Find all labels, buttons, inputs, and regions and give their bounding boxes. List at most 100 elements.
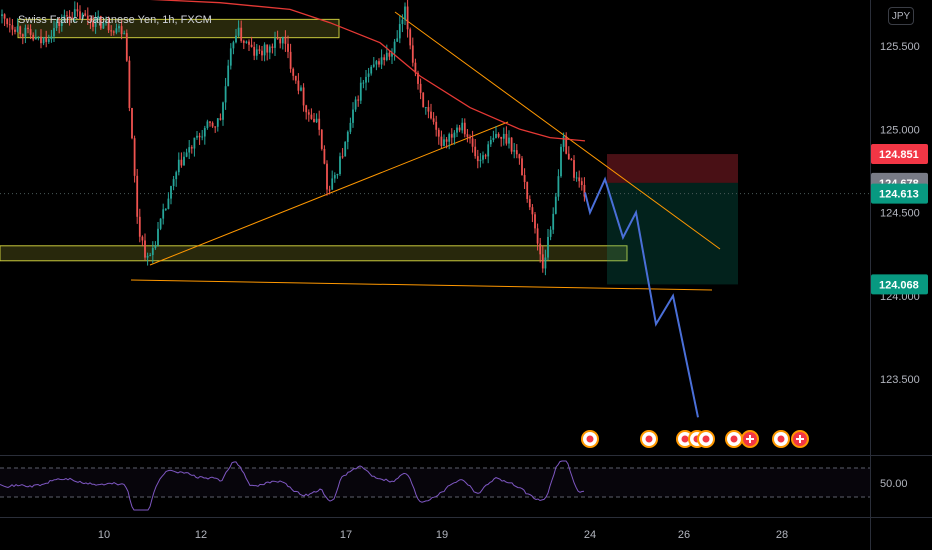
candle-body[interactable] — [177, 159, 180, 173]
candle-body[interactable] — [250, 44, 253, 47]
currency-button[interactable]: JPY — [888, 7, 914, 25]
event-marker[interactable] — [791, 430, 809, 448]
candle-body[interactable] — [167, 198, 170, 209]
candle-body[interactable] — [437, 129, 440, 137]
event-marker[interactable] — [640, 430, 658, 448]
candle-body[interactable] — [411, 45, 414, 63]
candle-body[interactable] — [45, 36, 48, 42]
candle-body[interactable] — [281, 36, 284, 44]
candle-body[interactable] — [214, 126, 217, 128]
candle-body[interactable] — [107, 21, 110, 31]
candle-body[interactable] — [375, 61, 378, 65]
candle-body[interactable] — [534, 214, 536, 229]
candle-body[interactable] — [125, 33, 128, 61]
candle-body[interactable] — [315, 118, 318, 123]
candle-body[interactable] — [385, 52, 388, 61]
candle-body[interactable] — [63, 15, 66, 22]
candle-body[interactable] — [274, 38, 276, 48]
candle-body[interactable] — [521, 158, 523, 176]
candle-body[interactable] — [118, 26, 120, 29]
candle-body[interactable] — [341, 156, 344, 158]
candle-body[interactable] — [1, 14, 3, 17]
candle-body[interactable] — [430, 111, 432, 119]
candle-body[interactable] — [66, 15, 68, 17]
candle-body[interactable] — [552, 213, 555, 230]
candle-body[interactable] — [562, 136, 565, 147]
candle-body[interactable] — [11, 25, 14, 30]
candle-body[interactable] — [346, 131, 349, 142]
candle-body[interactable] — [419, 83, 422, 93]
candle-body[interactable] — [479, 159, 482, 162]
candle-body[interactable] — [378, 61, 380, 65]
event-marker[interactable] — [725, 430, 743, 448]
candle-body[interactable] — [232, 42, 235, 49]
candle-body[interactable] — [388, 52, 391, 57]
candle-body[interactable] — [105, 21, 107, 24]
candle-body[interactable] — [271, 46, 274, 48]
candle-body[interactable] — [422, 92, 425, 108]
candle-body[interactable] — [216, 118, 219, 127]
candle-body[interactable] — [458, 127, 461, 131]
candle-body[interactable] — [380, 57, 383, 65]
candle-body[interactable] — [258, 49, 261, 51]
candle-body[interactable] — [435, 121, 438, 130]
candle-body[interactable] — [560, 146, 562, 177]
candle-body[interactable] — [76, 9, 79, 12]
candle-body[interactable] — [157, 228, 159, 246]
candle-body[interactable] — [170, 186, 172, 199]
candle-body[interactable] — [206, 121, 209, 129]
candle-body[interactable] — [141, 236, 144, 241]
candle-body[interactable] — [339, 156, 341, 175]
candle-body[interactable] — [401, 19, 404, 25]
candle-body[interactable] — [320, 129, 323, 149]
candle-body[interactable] — [16, 26, 19, 32]
candle-body[interactable] — [573, 160, 575, 178]
candle-body[interactable] — [474, 146, 477, 157]
candle-body[interactable] — [466, 134, 469, 137]
candle-body[interactable] — [240, 27, 243, 41]
candle-body[interactable] — [183, 156, 185, 166]
candle-body[interactable] — [367, 73, 370, 77]
candle-body[interactable] — [112, 31, 115, 33]
candle-body[interactable] — [279, 38, 282, 44]
candle-body[interactable] — [508, 137, 510, 144]
candle-body[interactable] — [144, 240, 146, 258]
candle-body[interactable] — [294, 75, 297, 81]
candle-body[interactable] — [492, 137, 495, 140]
candle-body[interactable] — [193, 137, 196, 149]
candle-body[interactable] — [50, 36, 53, 40]
candle-body[interactable] — [222, 102, 224, 120]
candle-body[interactable] — [544, 257, 547, 269]
candle-body[interactable] — [406, 6, 409, 30]
candle-body[interactable] — [357, 99, 360, 101]
candle-body[interactable] — [19, 26, 22, 35]
candle-body[interactable] — [526, 182, 529, 200]
candle-body[interactable] — [27, 27, 29, 30]
candle-body[interactable] — [518, 154, 521, 159]
candle-body[interactable] — [354, 99, 357, 110]
candle-body[interactable] — [29, 29, 32, 35]
candle-body[interactable] — [456, 127, 458, 133]
candle-body[interactable] — [136, 175, 139, 217]
candle-body[interactable] — [289, 51, 292, 69]
candle-body[interactable] — [570, 159, 573, 161]
candle-body[interactable] — [235, 35, 237, 43]
candle-body[interactable] — [190, 147, 193, 149]
candle-body[interactable] — [253, 46, 256, 56]
candle-body[interactable] — [497, 133, 500, 137]
candle-body[interactable] — [487, 144, 490, 157]
candle-body[interactable] — [463, 122, 466, 135]
candle-body[interactable] — [138, 216, 141, 237]
candle-body[interactable] — [482, 155, 484, 160]
candle-body[interactable] — [92, 21, 94, 27]
candle-body[interactable] — [307, 112, 310, 115]
candle-body[interactable] — [515, 150, 518, 155]
candle-body[interactable] — [128, 60, 131, 109]
candle-body[interactable] — [42, 36, 45, 44]
candle-body[interactable] — [326, 163, 328, 190]
candle-body[interactable] — [500, 136, 503, 139]
candle-body[interactable] — [261, 50, 263, 56]
candle-body[interactable] — [336, 174, 339, 176]
candle-body[interactable] — [292, 68, 295, 76]
candle-body[interactable] — [575, 177, 578, 179]
